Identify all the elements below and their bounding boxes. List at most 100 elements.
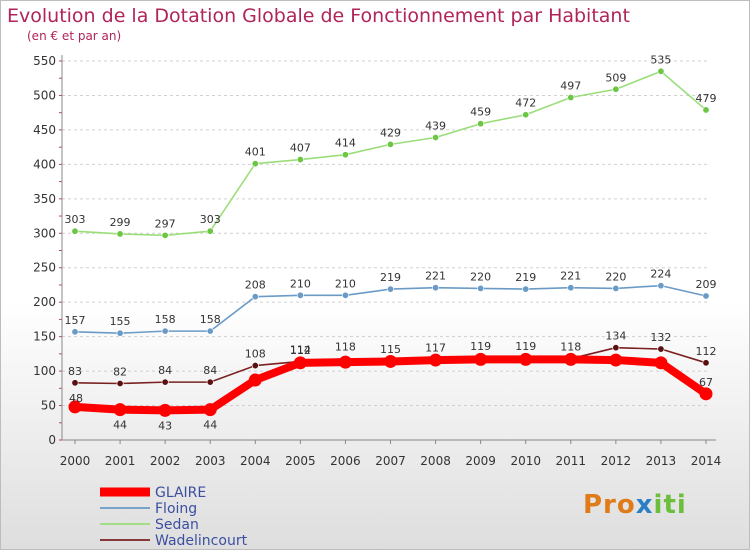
- data-label-sedan: 303: [65, 213, 86, 226]
- data-label-sedan: 401: [245, 146, 266, 159]
- data-label-floing: 210: [335, 277, 356, 290]
- data-point-floing: [206, 327, 214, 335]
- data-point-glaire: [519, 352, 533, 366]
- data-point-sedan: [567, 94, 575, 102]
- data-point-wadelincourt: [702, 359, 710, 367]
- y-tick-label: 200: [33, 295, 56, 309]
- x-tick-label: 2002: [150, 454, 181, 468]
- data-point-sedan: [477, 120, 485, 128]
- data-point-floing: [386, 285, 394, 293]
- data-point-sedan: [251, 160, 259, 168]
- data-point-floing: [161, 327, 169, 335]
- data-point-floing: [702, 292, 710, 300]
- legend-label-glaire: GLAIRE: [155, 485, 206, 501]
- data-label-floing: 155: [110, 315, 131, 328]
- data-label-floing: 219: [380, 271, 401, 284]
- data-label-floing: 220: [470, 270, 491, 283]
- data-label-floing: 220: [605, 270, 626, 283]
- data-point-glaire: [293, 356, 307, 370]
- data-label-wadelincourt: 118: [560, 341, 581, 354]
- data-label-floing: 221: [425, 270, 446, 283]
- y-tick-label: 150: [33, 330, 56, 344]
- data-point-glaire: [474, 352, 488, 366]
- data-point-wadelincourt: [657, 345, 665, 353]
- x-tick-label: 2001: [105, 454, 136, 468]
- data-label-wadelincourt: 134: [605, 330, 626, 343]
- data-label-glaire: 43: [158, 419, 172, 432]
- data-label-wadelincourt: 112: [696, 345, 717, 358]
- data-label-sedan: 297: [155, 217, 176, 230]
- data-label-floing: 209: [696, 278, 717, 291]
- data-point-glaire: [338, 355, 352, 369]
- y-tick-label: 100: [33, 364, 56, 378]
- data-point-wadelincourt: [251, 362, 259, 370]
- data-point-floing: [116, 329, 124, 337]
- y-tick-label: 300: [33, 226, 56, 240]
- data-label-wadelincourt: 119: [515, 340, 536, 353]
- data-point-sedan: [522, 111, 530, 119]
- data-point-glaire: [564, 352, 578, 366]
- data-label-wadelincourt: 115: [380, 343, 401, 356]
- y-tick-label: 450: [33, 123, 56, 137]
- data-point-sedan: [612, 85, 620, 93]
- data-label-sedan: 439: [425, 119, 446, 132]
- data-label-floing: 221: [560, 270, 581, 283]
- series-line-sedan: [74, 70, 707, 237]
- data-label-wadelincourt: 119: [470, 340, 491, 353]
- x-tick-label: 2003: [195, 454, 226, 468]
- data-point-floing: [71, 328, 79, 336]
- data-label-floing: 210: [290, 277, 311, 290]
- data-point-sedan: [161, 231, 169, 239]
- data-label-sedan: 407: [290, 142, 311, 155]
- data-point-sedan: [702, 106, 710, 114]
- y-tick-label: 250: [33, 261, 56, 275]
- data-point-glaire: [699, 387, 713, 401]
- data-point-floing: [341, 291, 349, 299]
- data-label-sedan: 299: [110, 216, 131, 229]
- data-label-wadelincourt: 132: [650, 331, 671, 344]
- data-point-glaire: [203, 403, 217, 417]
- y-tick-label: 550: [33, 54, 56, 68]
- data-label-wadelincourt: 114: [290, 343, 311, 356]
- x-tick-label: 2007: [375, 454, 406, 468]
- data-point-glaire: [429, 353, 443, 367]
- data-point-sedan: [71, 227, 79, 235]
- data-label-wadelincourt: 84: [158, 364, 172, 377]
- data-label-wadelincourt: 118: [335, 341, 356, 354]
- data-point-glaire: [158, 403, 172, 417]
- chart-subtitle: (en € et par an): [27, 29, 122, 43]
- data-label-floing: 208: [245, 279, 266, 292]
- y-tick-label: 50: [41, 399, 56, 413]
- data-point-sedan: [432, 133, 440, 141]
- data-label-sedan: 303: [200, 213, 221, 226]
- data-label-glaire: 44: [113, 419, 127, 432]
- chart-title: Evolution de la Dotation Globale de Fonc…: [7, 5, 630, 27]
- data-label-glaire: 67: [699, 376, 713, 389]
- data-point-sedan: [386, 140, 394, 148]
- data-point-floing: [477, 284, 485, 292]
- x-tick-label: 2014: [691, 454, 722, 468]
- data-point-sedan: [116, 230, 124, 238]
- data-point-floing: [657, 282, 665, 290]
- data-label-wadelincourt: 83: [68, 365, 82, 378]
- data-label-sedan: 429: [380, 126, 401, 139]
- data-label-glaire: 48: [69, 392, 83, 405]
- legend-label-wadelincourt: Wadelincourt: [155, 533, 248, 549]
- data-label-sedan: 479: [696, 92, 717, 105]
- data-point-sedan: [206, 227, 214, 235]
- logo-part-3: iti: [653, 490, 687, 520]
- y-tick-label: 0: [48, 433, 56, 447]
- x-tick-label: 2010: [510, 454, 541, 468]
- x-tick-label: 2012: [601, 454, 632, 468]
- data-point-glaire: [609, 353, 623, 367]
- data-label-floing: 219: [515, 271, 536, 284]
- x-tick-label: 2008: [420, 454, 451, 468]
- legend-label-floing: Floing: [155, 501, 197, 517]
- x-tick-label: 2009: [465, 454, 496, 468]
- y-tick-label: 500: [33, 88, 56, 102]
- data-point-wadelincourt: [161, 378, 169, 386]
- data-label-floing: 224: [650, 268, 671, 281]
- data-label-wadelincourt: 84: [203, 364, 217, 377]
- logo-part-2: x: [635, 490, 654, 520]
